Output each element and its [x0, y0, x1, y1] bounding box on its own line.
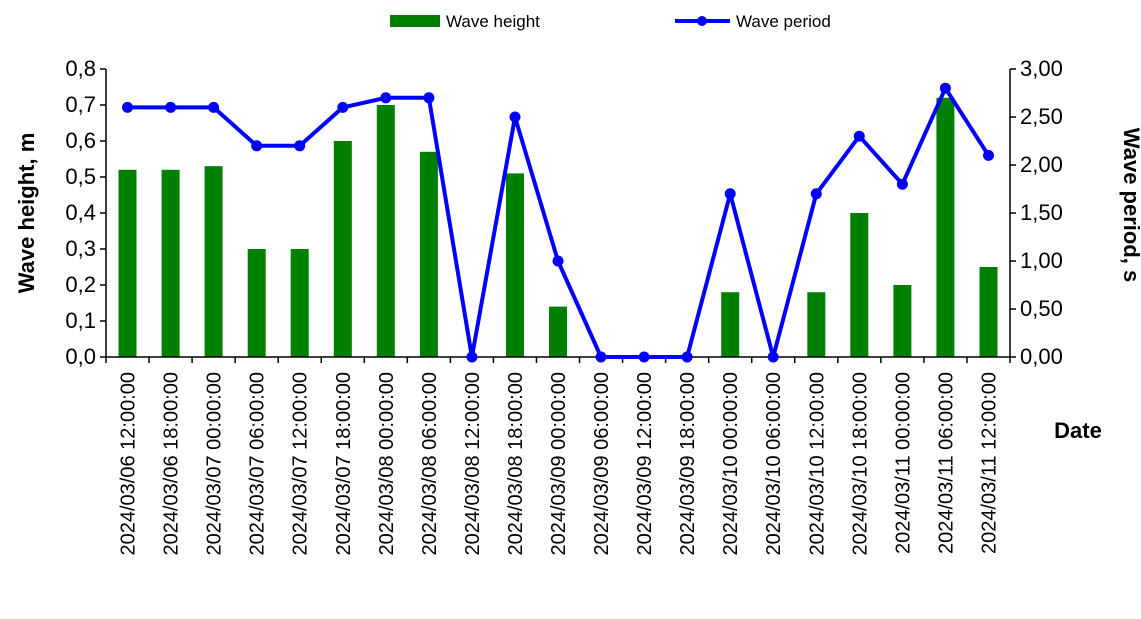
tick-labels: 0,0 0,1 0,2 0,3 0,4 0,5 0,6 0,7 0,8 0,00 0,50 1,00 1… [65, 56, 1062, 369]
bar-wave-height [419, 151, 438, 357]
bar-wave-height [247, 249, 266, 357]
x-tick-label: 2024/03/11 12:00:00 [979, 372, 1001, 554]
point-wave-period [853, 130, 865, 142]
y-tick-label-right: 3,00 [1020, 56, 1063, 81]
y-axis-title-left: Wave height, m [14, 133, 39, 294]
x-tick-label: 2024/03/08 12:00:00 [462, 372, 484, 556]
y-tick-label-left: 0,1 [65, 308, 96, 333]
point-wave-period [122, 101, 133, 113]
x-tick-label: 2024/03/10 06:00:00 [763, 372, 785, 556]
x-tick-label: 2024/03/06 18:00:00 [161, 372, 183, 556]
point-wave-period [983, 149, 994, 161]
legend-label-wave-height: Wave height [446, 12, 540, 31]
bar-wave-height [290, 249, 309, 357]
bar-wave-height [979, 267, 998, 357]
point-wave-period [466, 351, 478, 363]
legend-label-wave-period: Wave period [736, 12, 831, 31]
bar-wave-height [807, 292, 826, 357]
point-wave-period [337, 101, 349, 113]
x-tick-label: 2024/03/06 12:00:00 [118, 372, 140, 556]
y-tick-label-right: 0,00 [1020, 344, 1063, 369]
point-wave-period [380, 92, 392, 104]
point-wave-period [767, 351, 779, 363]
x-tick-label: 2024/03/09 06:00:00 [591, 372, 613, 556]
bar-wave-height [721, 292, 740, 357]
y-tick-label-left: 0,6 [65, 128, 96, 153]
y-tick-label-left: 0,3 [65, 236, 96, 261]
y-tick-label-right: 0,50 [1020, 296, 1063, 321]
x-tick-label: 2024/03/11 00:00:00 [892, 372, 914, 554]
x-tick-label: 2024/03/09 12:00:00 [634, 372, 656, 556]
bar-wave-height [376, 105, 395, 357]
point-wave-period [165, 101, 177, 113]
x-tick-label: 2024/03/07 06:00:00 [247, 372, 269, 556]
bar-wave-height [893, 285, 912, 357]
x-tick-label: 2024/03/08 18:00:00 [505, 372, 527, 556]
y-tick-label-left: 0,8 [65, 56, 96, 81]
x-axis-title: Date [1054, 418, 1102, 443]
point-wave-period [724, 188, 736, 200]
axes [100, 68, 1016, 363]
point-wave-period [552, 255, 564, 267]
x-tick-label: 2024/03/08 06:00:00 [419, 372, 441, 556]
point-wave-period [251, 140, 263, 152]
legend-swatch-wave-height [390, 15, 440, 27]
x-tick-label: 2024/03/10 12:00:00 [806, 372, 828, 556]
point-wave-period [681, 351, 693, 363]
point-wave-period [294, 140, 306, 152]
x-tick-label: 2024/03/09 00:00:00 [548, 372, 570, 556]
bar-wave-height [118, 169, 137, 357]
point-wave-period [423, 92, 435, 104]
bar-wave-height [161, 169, 180, 357]
y-tick-label-right: 2,00 [1020, 152, 1063, 177]
y-tick-label-right: 2,50 [1020, 104, 1063, 129]
x-tick-label: 2024/03/08 00:00:00 [376, 372, 398, 556]
legend-marker-wave-period [697, 16, 707, 26]
x-tick-label: 2024/03/07 12:00:00 [290, 372, 312, 556]
bar-wave-height [333, 141, 352, 357]
point-wave-period [208, 101, 220, 113]
line-series-wave-period [122, 82, 994, 363]
bar-wave-height [850, 213, 869, 357]
x-tick-label: 2024/03/07 00:00:00 [204, 372, 226, 556]
point-wave-period [509, 111, 521, 123]
x-tick-label: 2024/03/10 18:00:00 [849, 372, 871, 556]
x-tick-label: 2024/03/07 18:00:00 [333, 372, 355, 556]
point-wave-period [595, 351, 607, 363]
x-tick-labels: 2024/03/06 12:00:00 2024/03/06 18:00:00 20… [118, 372, 1001, 556]
bar-wave-height [936, 97, 955, 358]
legend: Wave height Wave period [390, 12, 831, 31]
point-wave-period [810, 188, 822, 200]
y-tick-label-right: 1,00 [1020, 248, 1063, 273]
y-tick-label-left: 0,0 [65, 344, 96, 369]
bar-wave-height [506, 173, 524, 357]
x-tick-label: 2024/03/10 00:00:00 [720, 372, 742, 556]
bar-wave-height [204, 166, 223, 357]
bar-series-wave-height [118, 97, 998, 358]
point-wave-period [939, 82, 951, 94]
y-axis-title-right: Wave period, s [1119, 128, 1141, 282]
y-tick-label-left: 0,5 [65, 164, 96, 189]
bar-wave-height [549, 306, 567, 357]
y-tick-label-left: 0,2 [65, 272, 96, 297]
point-wave-period [638, 351, 650, 363]
y-tick-label-right: 1,50 [1020, 200, 1063, 225]
y-tick-label-left: 0,7 [65, 92, 96, 117]
point-wave-period [896, 178, 908, 190]
y-tick-label-left: 0,4 [65, 200, 96, 225]
x-tick-label: 2024/03/11 06:00:00 [935, 372, 957, 554]
x-tick-label: 2024/03/09 18:00:00 [677, 372, 699, 556]
